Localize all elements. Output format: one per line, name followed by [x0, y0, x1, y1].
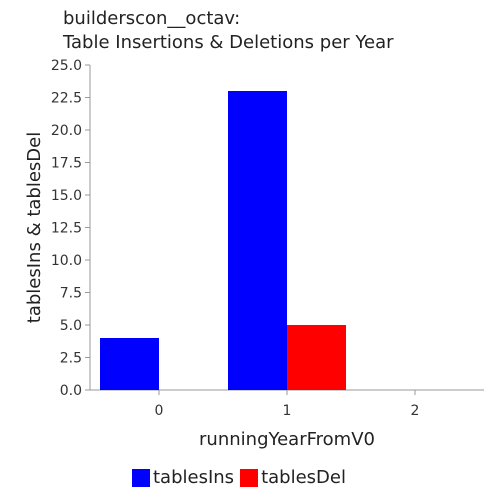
legend-label-tablesDel: tablesDel [261, 467, 346, 488]
y-tick-label: 2.5 [60, 351, 82, 367]
y-tick-label: 12.5 [51, 221, 82, 237]
y-axis-label: tablesIns & tablesDel [24, 132, 45, 323]
bar-tablesIns-0[interactable] [100, 338, 159, 390]
y-tick-label: 25.0 [51, 58, 82, 74]
y-tick-label: 15.0 [51, 188, 82, 204]
chart-title-line1: builderscon__octav: [63, 8, 241, 29]
legend-swatch-tablesDel [240, 468, 259, 487]
legend: tablesIns tablesDel [132, 467, 346, 488]
legend-item-tablesDel[interactable]: tablesDel [240, 467, 346, 488]
y-axis: 0.0 2.5 5.0 7.5 10.0 12.5 15.0 17.5 20.0 22.5 25.0 [51, 58, 91, 399]
x-axis: 0 1 2 [90, 389, 484, 419]
legend-item-tablesIns[interactable]: tablesIns [132, 467, 234, 488]
y-tick-label: 7.5 [60, 286, 82, 302]
legend-label-tablesIns: tablesIns [153, 467, 235, 488]
x-tick-label: 1 [283, 403, 292, 419]
legend-swatch-tablesIns [132, 468, 150, 487]
y-tick-label: 5.0 [60, 318, 82, 334]
y-tick-label: 0.0 [60, 383, 82, 399]
bar-tablesDel-1[interactable] [287, 325, 346, 390]
bars [100, 91, 346, 390]
y-tick-label: 20.0 [51, 123, 82, 139]
bar-tablesIns-1[interactable] [228, 91, 287, 390]
chart-title-line2: Table Insertions & Deletions per Year [63, 32, 394, 53]
x-tick-label: 2 [411, 403, 420, 419]
y-tick-label: 10.0 [51, 253, 82, 269]
x-tick-label: 0 [155, 403, 164, 419]
y-tick-label: 17.5 [51, 156, 82, 172]
y-tick-label: 22.5 [51, 91, 82, 107]
x-axis-label: runningYearFromV0 [199, 429, 375, 450]
